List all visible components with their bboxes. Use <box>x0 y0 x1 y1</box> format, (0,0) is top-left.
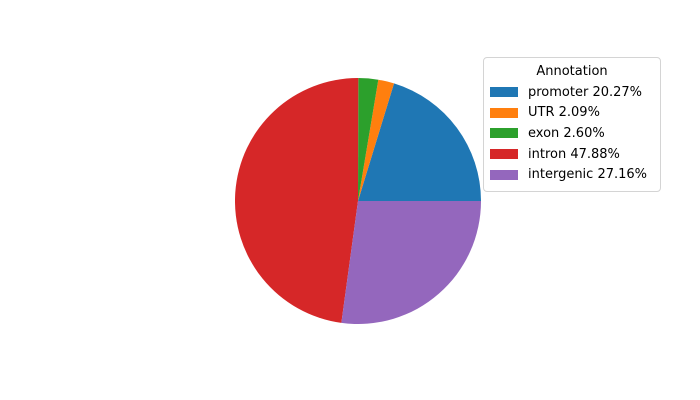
legend-swatch <box>490 128 518 139</box>
legend-item: intron 47.88% <box>490 144 654 165</box>
legend-item: intergenic 27.16% <box>490 164 654 185</box>
pie-slice-UTR <box>358 79 395 201</box>
legend-item-label: intergenic 27.16% <box>528 167 648 183</box>
pie-chart <box>235 78 481 324</box>
legend-swatch <box>490 149 518 160</box>
legend-item-label: promoter 20.27% <box>528 84 643 100</box>
legend-title: Annotation <box>536 64 608 79</box>
legend-item: promoter 20.27% <box>490 82 654 103</box>
legend: Annotation promoter 20.27% UTR 2.09% exo… <box>483 57 661 192</box>
pie-slice-intergenic <box>341 201 481 324</box>
legend-swatch <box>490 169 518 180</box>
legend-swatch <box>490 107 518 118</box>
legend-item: exon 2.60% <box>490 123 654 144</box>
legend-item-label: intron 47.88% <box>528 146 620 162</box>
pie-slice-intron <box>235 78 359 323</box>
pie-slice-exon <box>358 78 379 201</box>
pie-slice-promoter <box>358 83 481 201</box>
legend-item-label: exon 2.60% <box>528 125 605 141</box>
legend-item-label: UTR 2.09% <box>528 105 600 121</box>
legend-swatch <box>490 87 518 98</box>
legend-item: UTR 2.09% <box>490 103 654 124</box>
